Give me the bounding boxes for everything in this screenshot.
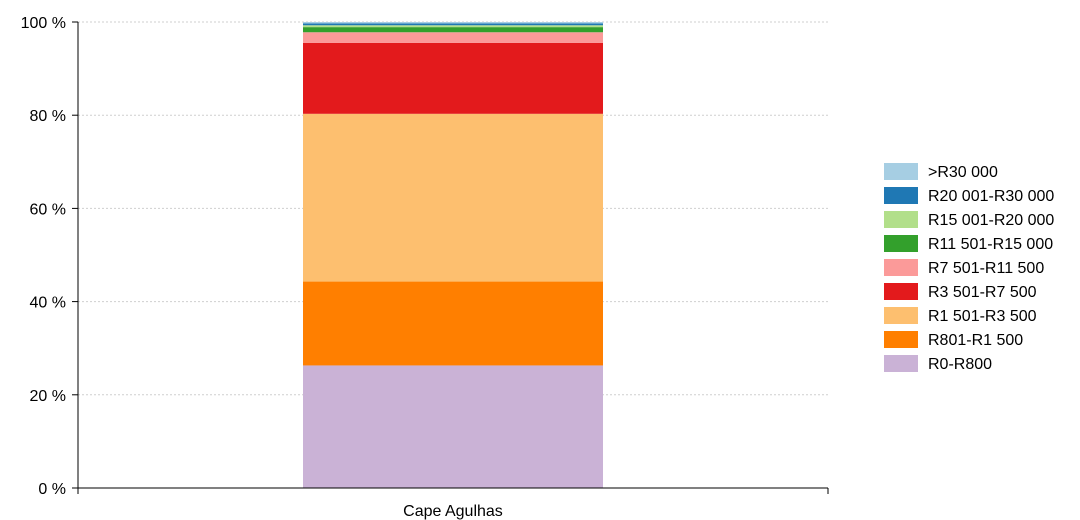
- bar-segment: [303, 281, 603, 366]
- legend-label: R7 501-R11 500: [928, 260, 1044, 277]
- legend-label: R801-R1 500: [928, 332, 1023, 349]
- bar-segment: [303, 22, 603, 24]
- legend-swatch: [884, 163, 918, 180]
- bar-segment: [303, 365, 603, 488]
- y-tick-label: 40 %: [30, 295, 66, 312]
- grid-lines: [78, 21, 828, 396]
- legend-swatch: [884, 211, 918, 228]
- bar-segment: [303, 23, 603, 26]
- legend-swatch: [884, 235, 918, 252]
- legend-swatch: [884, 331, 918, 348]
- legend: >R30 000 R20 001-R30 000 R15 001-R20 000 R1…: [884, 163, 1054, 373]
- y-tick-label: 0 %: [38, 481, 66, 498]
- legend-swatch: [884, 187, 918, 204]
- y-tick-label: 60 %: [30, 201, 66, 218]
- x-axis-ticks: Cape Agulhas: [403, 503, 503, 520]
- y-tick-label: 100 %: [21, 15, 66, 32]
- y-axis-ticks: 0 % 20 % 40 % 60 % 80 % 100 %: [21, 15, 78, 498]
- legend-label: R11 501-R15 000: [928, 236, 1053, 253]
- legend-swatch: [884, 355, 918, 372]
- legend-label: R0-R800: [928, 356, 992, 373]
- legend-swatch: [884, 307, 918, 324]
- axes: [77, 22, 829, 494]
- x-tick-label: Cape Agulhas: [403, 503, 503, 520]
- legend-swatch: [884, 259, 918, 276]
- legend-label: >R30 000: [928, 164, 998, 181]
- legend-swatch: [884, 283, 918, 300]
- bar-segment: [303, 113, 603, 282]
- bar-segment: [303, 32, 603, 43]
- legend-label: R20 001-R30 000: [928, 188, 1054, 205]
- legend-label: R15 001-R20 000: [928, 212, 1054, 229]
- bar-stack: [303, 22, 603, 488]
- y-tick-label: 80 %: [30, 108, 66, 125]
- bar-segment: [303, 25, 603, 28]
- y-tick-label: 20 %: [30, 388, 66, 405]
- bar-segment: [303, 27, 603, 33]
- legend-label: R3 501-R7 500: [928, 284, 1037, 301]
- bar-segment: [303, 42, 603, 114]
- legend-label: R1 501-R3 500: [928, 308, 1037, 325]
